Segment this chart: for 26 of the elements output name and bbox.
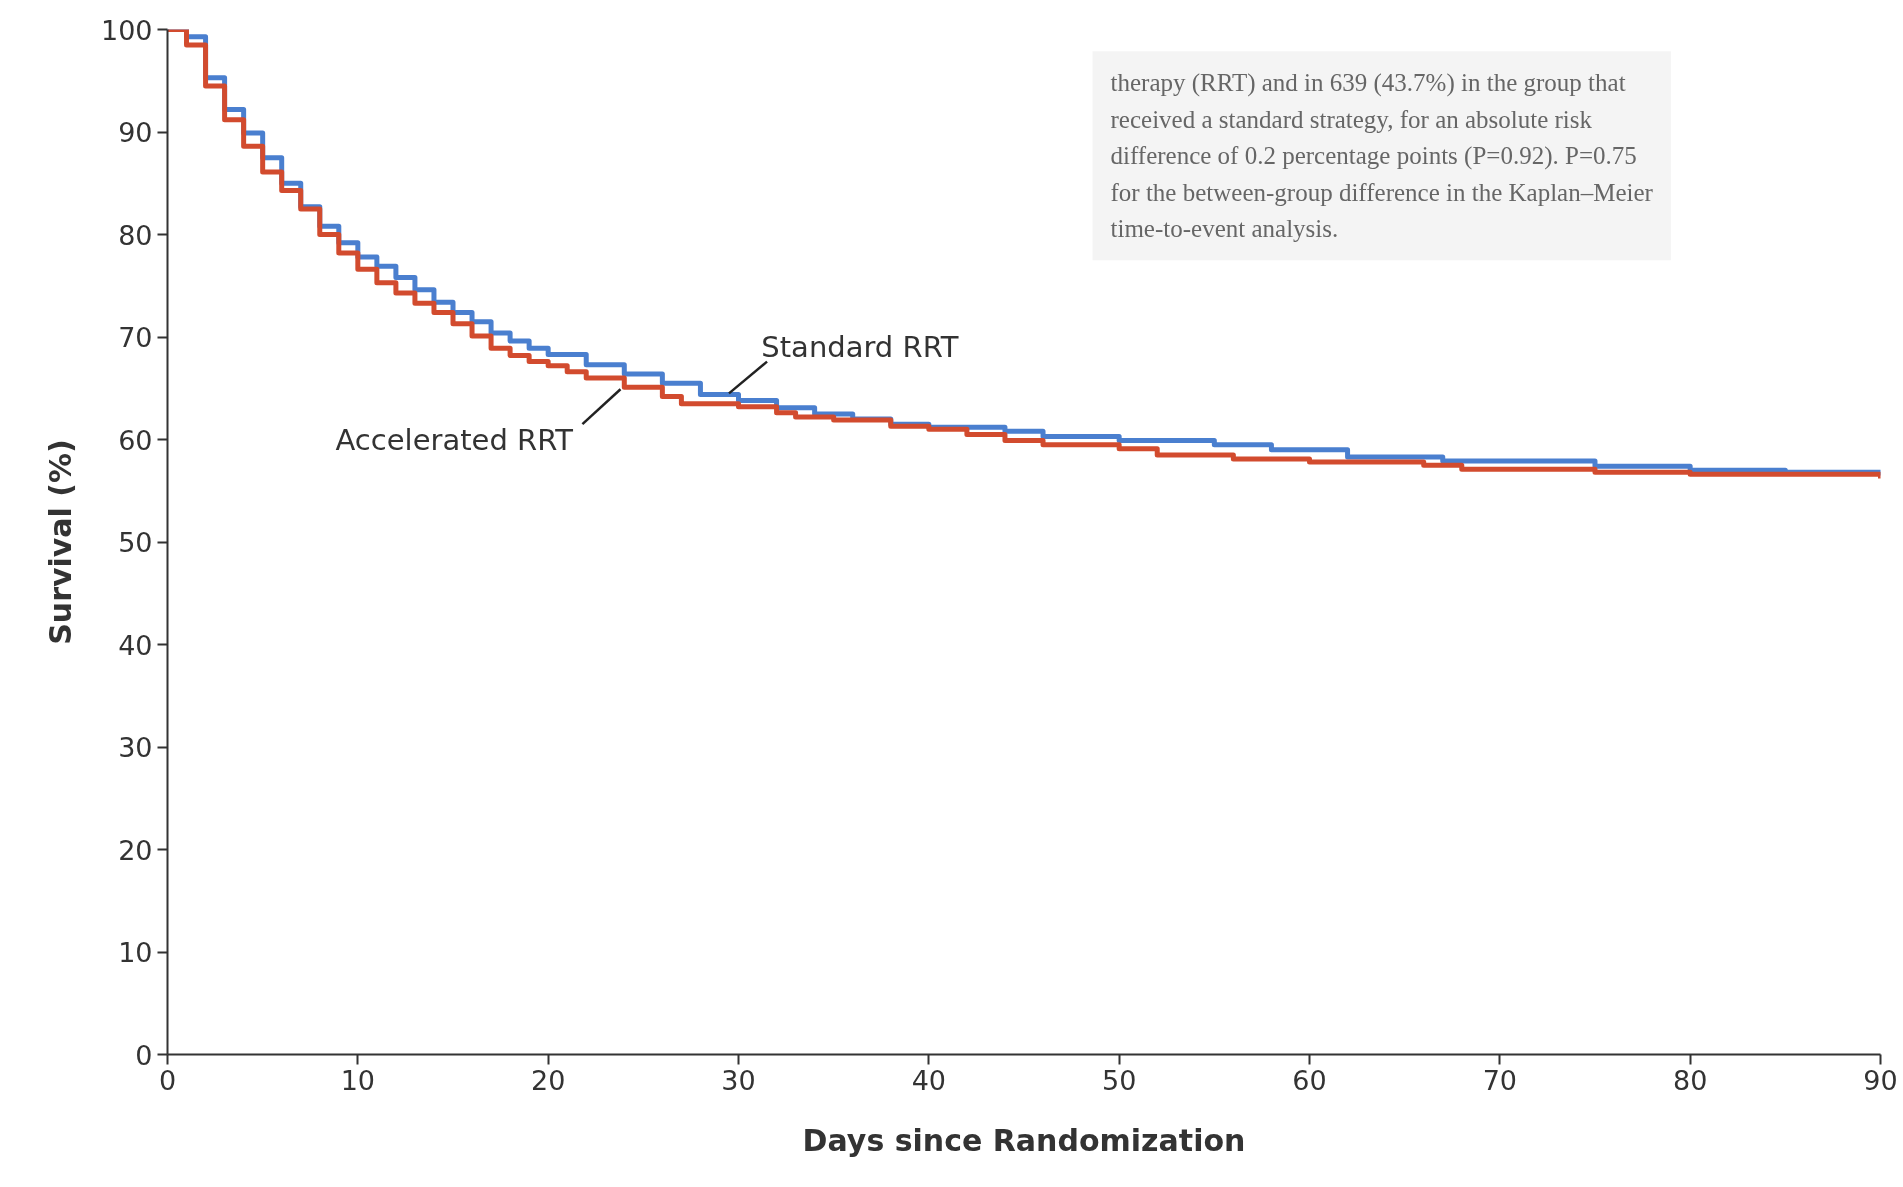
- x-tick-label: 30: [721, 1064, 756, 1096]
- x-tick-label: 80: [1672, 1064, 1708, 1096]
- x-tick-label: 50: [1101, 1064, 1137, 1096]
- x-tick-label: 60: [1292, 1064, 1327, 1096]
- x-tick-label: 70: [1482, 1064, 1518, 1096]
- y-tick-label: 0: [135, 1039, 153, 1071]
- y-tick-label: 20: [118, 834, 153, 866]
- series-label: Standard RRT: [761, 329, 959, 364]
- y-tick-label: 90: [118, 117, 153, 148]
- y-tick-label: 50: [118, 527, 153, 558]
- y-tick-label: 80: [118, 219, 153, 251]
- y-tick-label: 30: [118, 732, 153, 763]
- y-tick-label: 100: [100, 14, 153, 46]
- x-tick-label: 40: [911, 1064, 947, 1096]
- y-tick-label: 10: [118, 937, 153, 968]
- y-axis-title: Survival (%): [42, 439, 78, 645]
- x-tick-label: 0: [158, 1064, 177, 1096]
- y-tick-label: 70: [118, 322, 153, 353]
- x-tick-label: 20: [530, 1064, 566, 1096]
- y-tick-label: 40: [118, 629, 153, 661]
- x-axis-title: Days since Randomization: [802, 1122, 1246, 1158]
- annotation: therapy (RRT) and in 639 (43.7%) in the group that received a standard strategy, for an absolute risk difference of 0.2 percentage points (P=0.92). P=0.75 for the between-group difference in the Kaplan–Meier time-to-event analysis.: [1110, 69, 1654, 243]
- x-tick-label: 90: [1863, 1064, 1898, 1096]
- x-tick-label: 10: [340, 1064, 376, 1096]
- series-label: Accelerated RRT: [335, 422, 574, 457]
- y-tick-label: 60: [118, 424, 153, 456]
